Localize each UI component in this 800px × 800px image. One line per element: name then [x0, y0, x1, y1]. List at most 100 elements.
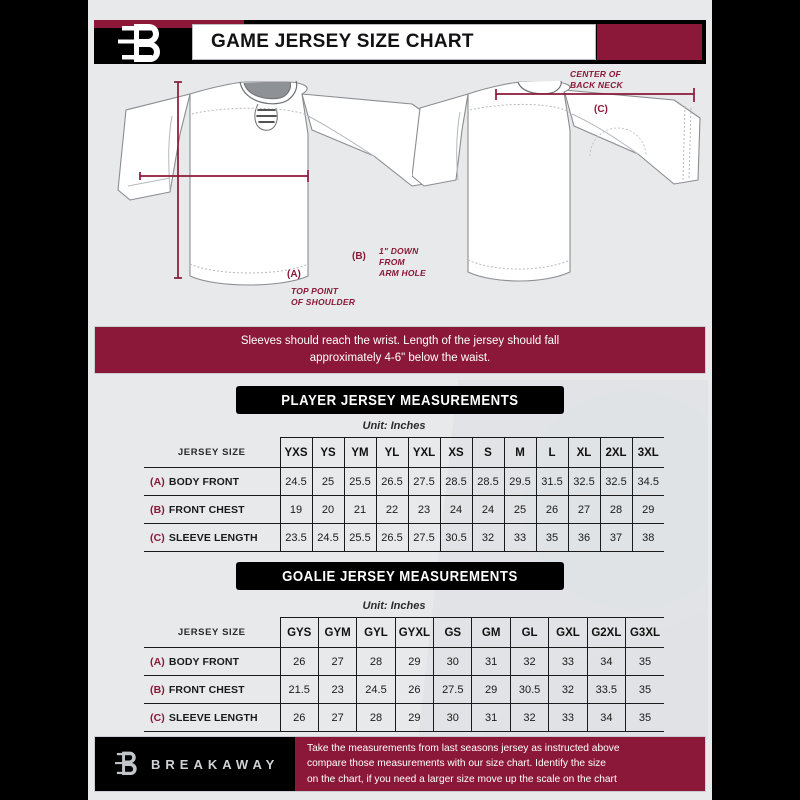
goalie-measurement-value: 34 [586, 703, 627, 732]
jersey-front-icon [117, 80, 439, 286]
player-measurement-value: 28.5 [471, 467, 505, 496]
player-measurements-table: JERSEY SIZE YXS YS YM YL YXL XS S M L XL 2XL 3XL (A… [144, 437, 664, 552]
fit-note-banner: Sleeves should reach the wrist. Length o… [94, 326, 706, 374]
front-label-a-caption-line2: OF SHOULDER [291, 297, 356, 307]
goalie-measurement-name: SLEEVE LENGTH [168, 711, 258, 724]
player-measurement-value: 23 [407, 495, 441, 524]
goalie-section-banner-label: GOALIE JERSEY MEASUREMENTS [282, 567, 518, 585]
player-measurement-value: 38 [631, 523, 664, 552]
player-size-header: YXS [279, 437, 313, 468]
player-table-body: (A) BODY FRONT 24.5 25 25.5 26.5 27.5 28.5 28.5 2… [144, 467, 664, 552]
goalie-measurement-label: (B) FRONT CHEST [144, 675, 281, 704]
goalie-measurement-value: 32 [509, 703, 550, 732]
back-caption-line1: CENTER OF [570, 69, 621, 79]
footer-line2: compare those measurements with our size… [307, 758, 606, 770]
front-label-b-caption-line2: FROM [379, 257, 405, 267]
footer-line3: on the chart, if you need a larger size … [307, 773, 617, 785]
goalie-measurement-value: 27 [317, 647, 358, 676]
page-header: GAME JERSEY SIZE CHART [94, 20, 706, 64]
player-section-banner-label: PLAYER JERSEY MEASUREMENTS [281, 391, 519, 409]
goalie-size-header: GYM [317, 617, 358, 648]
player-measurement-name: BODY FRONT [168, 475, 240, 488]
goalie-measurement-value: 35 [625, 703, 664, 732]
player-size-header: XS [439, 437, 473, 468]
player-section-banner: PLAYER JERSEY MEASUREMENTS [236, 386, 564, 414]
player-measurement-value: 26.5 [375, 523, 409, 552]
player-measurement-value: 28.5 [439, 467, 473, 496]
front-label-b: (B) [352, 251, 366, 262]
footer-instructions: Take the measurements from last seasons … [295, 737, 705, 791]
goalie-measurement-label: (A) BODY FRONT [144, 647, 281, 676]
player-measurement-value: 32.5 [567, 467, 601, 496]
goalie-measurement-value: 26 [279, 703, 319, 732]
goalie-measurement-value: 33 [548, 647, 588, 676]
player-measurement-value: 26 [535, 495, 569, 524]
player-measurement-label: (A) BODY FRONT [144, 467, 281, 496]
breakaway-b-logo-icon [114, 751, 137, 776]
goalie-measurement-tag: (B) [150, 683, 165, 696]
table-row: (B) FRONT CHEST 21.5 23 24.5 26 27.5 29 30.5 32 33… [144, 675, 664, 704]
goalie-measurement-value: 35 [625, 647, 664, 676]
footer-logo-block: BREAKAWAY [95, 737, 295, 791]
player-measurement-tag: (A) [150, 475, 165, 488]
player-measurement-value: 33 [503, 523, 537, 552]
page-title: GAME JERSEY SIZE CHART [211, 31, 474, 52]
player-table-header-row: JERSEY SIZE YXS YS YM YL YXL XS S M L XL 2XL 3XL [144, 437, 664, 468]
goalie-size-header: G3XL [625, 617, 664, 648]
goalie-measurement-value: 32 [548, 675, 588, 704]
goalie-measurement-value: 29 [394, 703, 435, 732]
goalie-size-header: GYL [356, 617, 396, 648]
goalie-size-header: G2XL [586, 617, 627, 648]
page-footer: BREAKAWAY Take the measurements from las… [94, 736, 706, 792]
player-measurement-value: 32.5 [599, 467, 633, 496]
player-measurement-value: 36 [567, 523, 601, 552]
player-size-header: S [471, 437, 505, 468]
goalie-measurement-value: 28 [356, 703, 396, 732]
player-measurement-value: 27 [567, 495, 601, 524]
player-size-header: YL [375, 437, 409, 468]
player-measurement-label: (C) SLEEVE LENGTH [144, 523, 281, 552]
goalie-measurement-value: 30.5 [509, 675, 550, 704]
player-measurement-value: 25 [503, 495, 537, 524]
front-label-a-caption-line1: TOP POINT [291, 286, 339, 296]
breakaway-b-logo-icon [98, 22, 190, 64]
goalie-section-banner: GOALIE JERSEY MEASUREMENTS [236, 562, 564, 590]
player-size-header: 3XL [631, 437, 664, 468]
goalie-measurement-value: 27 [317, 703, 358, 732]
goalie-unit-label: Unit: Inches [362, 600, 426, 612]
player-size-header: 2XL [599, 437, 633, 468]
player-measurement-value: 30.5 [439, 523, 473, 552]
letterbox-right [712, 0, 800, 800]
player-measurement-value: 24.5 [279, 467, 313, 496]
goalie-measurement-value: 21.5 [279, 675, 319, 704]
goalie-row-header-label: JERSEY SIZE [144, 617, 281, 648]
player-measurement-value: 25.5 [343, 467, 377, 496]
fit-note-line2: approximately 4-6" below the waist. [309, 352, 491, 364]
front-label-b-caption-line1: 1" DOWN [379, 246, 419, 256]
goalie-measurement-value: 27.5 [433, 675, 473, 704]
goalie-measurement-value: 26 [394, 675, 435, 704]
goalie-measurement-value: 31 [471, 647, 511, 676]
goalie-measurement-value: 24.5 [356, 675, 396, 704]
back-label-c: (C) [594, 104, 608, 115]
player-measurement-value: 25 [311, 467, 345, 496]
footer-brand-name: BREAKAWAY [151, 756, 280, 772]
player-measurement-value: 24 [439, 495, 473, 524]
goalie-measurement-value: 31 [471, 703, 511, 732]
goalie-measurement-value: 26 [279, 647, 319, 676]
goalie-size-header: GS [433, 617, 473, 648]
player-measurement-value: 28 [599, 495, 633, 524]
player-measurement-value: 29 [631, 495, 664, 524]
player-size-header: YS [311, 437, 345, 468]
player-size-header: L [535, 437, 569, 468]
footer-line1: Take the measurements from last seasons … [307, 743, 620, 755]
goalie-size-header: GM [471, 617, 511, 648]
table-row: (C) SLEEVE LENGTH 23.5 24.5 25.5 26.5 27.5 30.5… [144, 523, 664, 552]
player-measurement-value: 23.5 [279, 523, 313, 552]
player-size-header: YM [343, 437, 377, 468]
goalie-table-body: (A) BODY FRONT 26 27 28 29 30 31 32 33 34 35 (B) FRON… [144, 647, 664, 732]
front-label-a: (A) [287, 269, 301, 280]
player-measurement-tag: (C) [150, 531, 165, 544]
player-measurement-value: 19 [279, 495, 313, 524]
goalie-size-header: GYXL [394, 617, 435, 648]
